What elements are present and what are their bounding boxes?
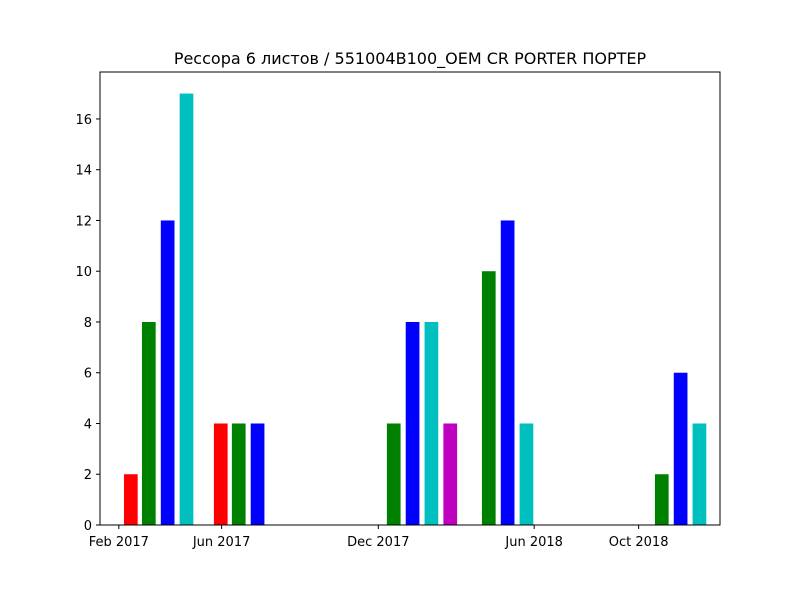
plot-frame bbox=[99, 71, 721, 526]
y-tick-label: 16 bbox=[75, 113, 92, 128]
y-tick-label: 6 bbox=[84, 367, 92, 382]
y-tick-label: 2 bbox=[84, 468, 92, 483]
x-tick-label: Feb 2017 bbox=[89, 535, 149, 550]
bar-9 bbox=[424, 321, 439, 525]
bar-7 bbox=[386, 423, 401, 525]
y-tick-label: 12 bbox=[75, 214, 92, 229]
x-axis: Feb 2017 Jun 2017 Dec 2017 Jun 2018 Oct 2018 bbox=[89, 525, 669, 550]
bar-14 bbox=[654, 474, 669, 525]
bar-3 bbox=[179, 93, 194, 525]
x-tick-label: Oct 2018 bbox=[609, 535, 669, 550]
y-tick-label: 10 bbox=[75, 265, 92, 280]
x-tick-label: Dec 2017 bbox=[347, 535, 409, 550]
bar-0 bbox=[123, 474, 138, 525]
chart-title: Рессора 6 листов / 551004B100_OEM CR POR… bbox=[174, 49, 647, 69]
y-axis: 0 2 4 6 8 10 12 14 16 bbox=[75, 113, 100, 534]
bar-12 bbox=[500, 220, 515, 525]
bar-15 bbox=[673, 372, 688, 525]
bar-2 bbox=[160, 220, 175, 525]
bar-13 bbox=[519, 423, 534, 525]
y-tick-label: 14 bbox=[75, 164, 92, 179]
bars-group bbox=[123, 93, 707, 525]
bar-6 bbox=[250, 423, 265, 525]
bar-5 bbox=[231, 423, 246, 525]
bar-16 bbox=[692, 423, 707, 525]
bar-11 bbox=[481, 271, 496, 525]
x-tick-label: Jun 2017 bbox=[192, 535, 251, 550]
bar-10 bbox=[443, 423, 458, 525]
x-tick-label: Jun 2018 bbox=[504, 535, 563, 550]
y-tick-label: 8 bbox=[84, 316, 92, 331]
bar-8 bbox=[405, 321, 420, 525]
bar-4 bbox=[213, 423, 228, 525]
bar-1 bbox=[141, 321, 156, 525]
y-tick-label: 4 bbox=[84, 417, 92, 432]
y-tick-label: 0 bbox=[84, 519, 92, 534]
